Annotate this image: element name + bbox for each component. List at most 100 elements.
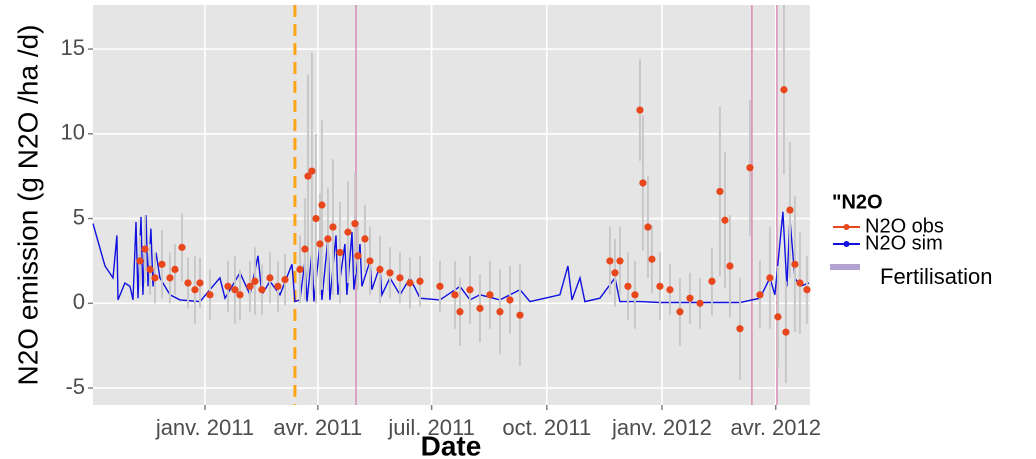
obs-point	[396, 274, 404, 282]
obs-point	[329, 223, 337, 231]
obs-point	[304, 172, 312, 180]
obs-point	[803, 286, 811, 294]
obs-point	[786, 206, 794, 214]
obs-point	[281, 275, 289, 284]
obs-point	[141, 245, 149, 253]
obs-point	[146, 265, 154, 274]
obs-point	[644, 223, 652, 231]
obs-point	[351, 220, 359, 228]
obs-point	[648, 255, 656, 263]
obs-point	[236, 291, 244, 299]
obs-point	[266, 274, 274, 282]
obs-point	[721, 216, 729, 224]
obs-point	[312, 214, 320, 223]
obs-point	[639, 179, 647, 187]
obs-point	[606, 257, 614, 265]
obs-point	[782, 328, 790, 336]
obs-point	[336, 248, 344, 257]
legend-label: N2O obs	[865, 215, 944, 237]
y-tick-label: 5	[73, 204, 85, 229]
obs-point	[308, 167, 316, 175]
obs-point	[376, 265, 384, 274]
obs-point	[361, 235, 369, 243]
obs-point	[696, 299, 704, 307]
obs-point	[416, 277, 424, 285]
y-axis-label: N2O emission (g N2O /ha /d)	[12, 24, 43, 385]
obs-point	[301, 245, 309, 253]
obs-point	[206, 291, 214, 299]
obs-point	[274, 282, 282, 290]
obs-point	[631, 291, 639, 299]
x-tick-label: oct. 2011	[502, 415, 591, 440]
obs-point	[136, 257, 144, 265]
x-tick-label: juil. 2011	[387, 415, 474, 440]
obs-point	[791, 260, 799, 268]
obs-point	[456, 308, 464, 316]
y-tick-label: -5	[65, 374, 85, 399]
obs-point	[726, 262, 734, 270]
obs-point	[178, 243, 186, 251]
x-axis-label: Date	[421, 430, 482, 459]
obs-point	[318, 201, 326, 209]
x-tick-label: janv. 2012	[611, 415, 712, 440]
obs-point	[666, 286, 674, 294]
obs-point	[158, 260, 166, 268]
obs-point	[766, 274, 774, 282]
obs-point	[716, 187, 724, 196]
obs-point	[224, 282, 232, 290]
obs-point	[184, 279, 192, 287]
obs-point	[506, 296, 514, 304]
obs-point	[736, 325, 744, 333]
plot-panel	[93, 5, 810, 405]
obs-point	[746, 164, 754, 172]
legend-label: Fertilisation	[880, 264, 992, 289]
obs-point	[496, 308, 504, 316]
obs-point	[196, 279, 204, 287]
obs-point	[171, 265, 179, 274]
obs-point	[324, 235, 332, 243]
obs-point	[166, 274, 174, 282]
obs-point	[756, 291, 764, 299]
obs-point	[611, 269, 619, 277]
y-tick-label: 15	[61, 35, 85, 60]
x-tick-label: avr. 2012	[730, 415, 821, 440]
obs-point	[466, 286, 474, 294]
obs-point	[616, 257, 624, 265]
obs-point	[780, 86, 788, 94]
obs-point	[476, 304, 484, 312]
obs-point	[774, 313, 782, 321]
y-tick-label: 10	[61, 120, 85, 145]
legend-label: N2O sim	[865, 232, 943, 254]
legend-swatch	[830, 264, 860, 270]
obs-point	[656, 282, 664, 290]
obs-point	[251, 277, 259, 285]
x-tick-label: avr. 2011	[273, 415, 362, 440]
obs-point	[451, 291, 459, 299]
obs-point	[354, 252, 362, 260]
obs-point	[686, 294, 694, 302]
x-tick-label: janv. 2011	[155, 415, 254, 440]
legend-title: "N2O	[832, 191, 883, 213]
obs-point	[246, 282, 254, 290]
legend-swatch-dot	[843, 241, 850, 247]
obs-point	[624, 282, 632, 290]
obs-point	[406, 279, 414, 287]
obs-point	[191, 286, 199, 294]
obs-point	[796, 279, 804, 287]
obs-point	[296, 265, 304, 274]
obs-point	[676, 308, 684, 316]
obs-point	[344, 228, 352, 236]
obs-point	[636, 106, 644, 114]
obs-point	[258, 286, 266, 294]
obs-point	[708, 277, 716, 285]
sim-line	[92, 211, 810, 304]
obs-point	[231, 286, 239, 294]
y-tick-label: 0	[73, 289, 85, 314]
obs-point	[386, 269, 394, 277]
obs-point	[436, 282, 444, 290]
obs-point	[516, 311, 524, 319]
obs-point	[151, 274, 159, 282]
obs-point	[486, 291, 494, 299]
